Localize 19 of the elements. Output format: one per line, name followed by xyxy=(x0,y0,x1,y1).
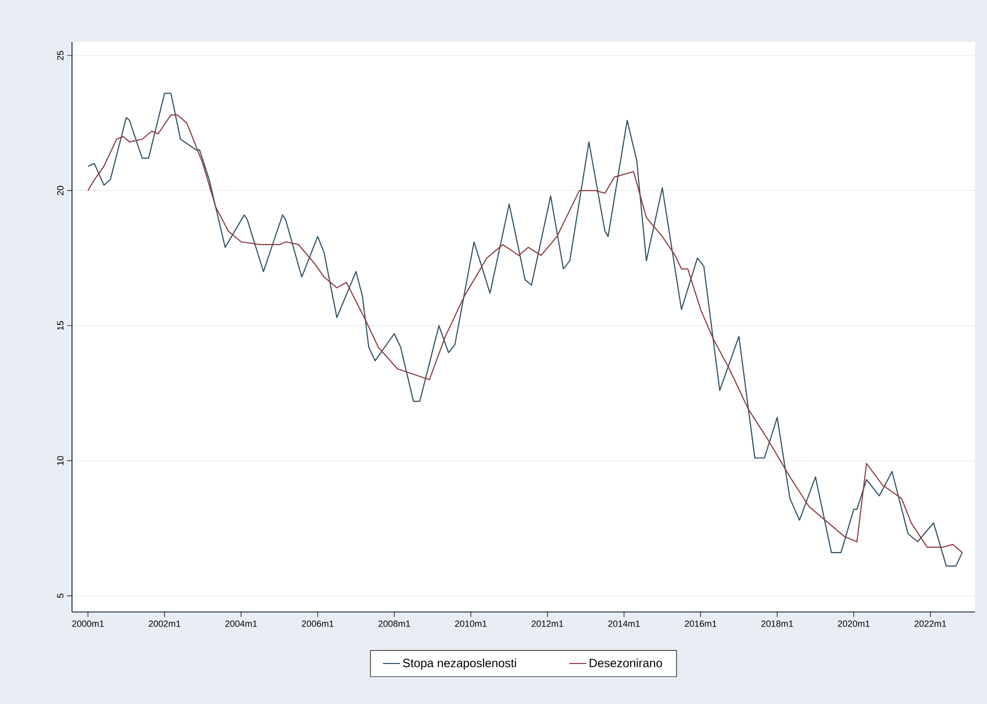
x-tick-label: 2018m1 xyxy=(761,620,793,627)
x-tick-label: 2010m1 xyxy=(455,620,487,627)
x-tick-label: 2022m1 xyxy=(914,620,946,627)
x-tick-label: 2006m1 xyxy=(302,620,334,627)
legend-label: Desezonirano xyxy=(590,658,662,668)
y-tick-label: 25 xyxy=(57,50,64,60)
legend-label: Stopa nezaposlenosti xyxy=(403,658,516,670)
y-tick-label: 5 xyxy=(57,594,64,598)
x-tick-label: 2014m1 xyxy=(608,620,640,627)
x-tick-label: 2008m1 xyxy=(378,620,410,627)
x-tick-label: 2004m1 xyxy=(225,620,257,627)
y-tick-label: 15 xyxy=(57,321,64,330)
x-tick-label: 2000m1 xyxy=(72,620,104,627)
x-tick-label: 2002m1 xyxy=(148,620,180,627)
x-tick-label: 2020m1 xyxy=(838,620,870,627)
y-tick-label: 20 xyxy=(57,186,64,196)
y-tick-label: 10 xyxy=(57,456,64,466)
x-tick-label: 2016m1 xyxy=(684,620,716,627)
x-tick-label: 2012m1 xyxy=(532,620,564,627)
